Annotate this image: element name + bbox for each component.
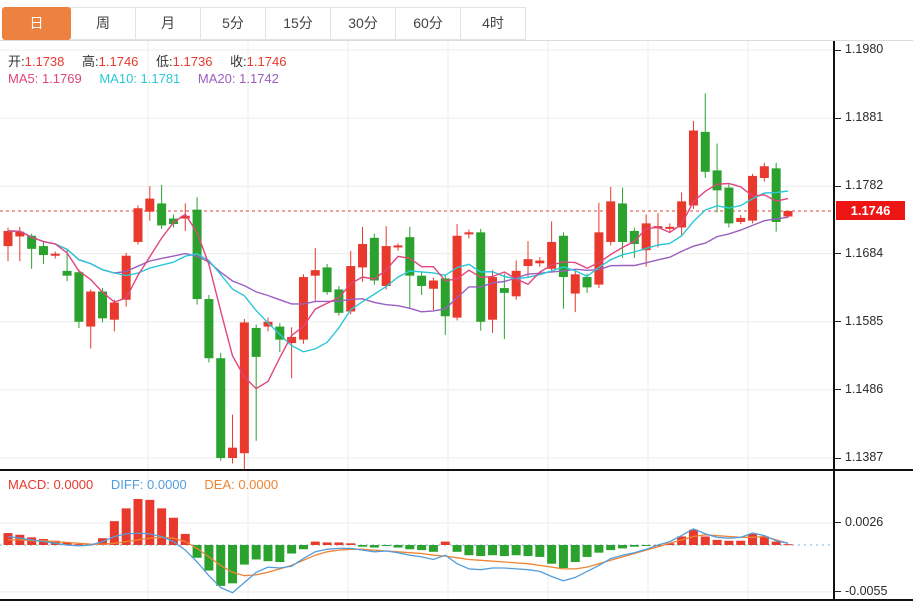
axis-label: -0.0055 <box>845 583 888 598</box>
main-price-chart[interactable] <box>0 41 834 470</box>
chart-bottom-border <box>0 599 913 601</box>
axis-label: 1.1684 <box>845 245 884 260</box>
tab-60min[interactable]: 60分 <box>395 7 461 40</box>
tab-month[interactable]: 月 <box>135 7 201 40</box>
ohlc-info-bar: 开:1.1738 高:1.1746 低:1.1736 收:1.1746 <box>8 51 300 70</box>
axis-tick <box>834 591 841 593</box>
diff-value: DIFF: 0.0000 <box>110 477 187 492</box>
last-price-badge: 1.1746 <box>836 201 905 221</box>
axis-tick <box>834 117 841 119</box>
interval-tabbar: 日 周 月 5分 15分 30分 60分 4时 <box>2 7 526 40</box>
tab-4hour[interactable]: 4时 <box>460 7 526 40</box>
axis-label: 0.0026 <box>845 514 884 529</box>
axis-label: 1.1980 <box>845 42 884 56</box>
panel-divider <box>0 469 913 471</box>
ma5-value: MA5: 1.1769 <box>8 71 82 86</box>
axis-tick <box>834 522 841 524</box>
axis-label: 1.1387 <box>845 450 884 464</box>
axis-label: 1.1486 <box>845 381 884 396</box>
tab-5min[interactable]: 5分 <box>200 7 266 40</box>
macd-info-bar: MACD: 0.0000 DIFF: 0.0000 DEA: 0.0000 <box>8 477 292 492</box>
axis-line <box>833 41 835 601</box>
axis-tick <box>834 457 841 459</box>
macd-chart[interactable] <box>0 470 834 600</box>
axis-tick <box>834 49 841 51</box>
axis-tick <box>834 185 841 187</box>
high-value: 高:1.1746 <box>82 54 139 69</box>
axis-label: 1.1782 <box>845 178 884 193</box>
close-value: 收:1.1746 <box>230 54 287 69</box>
macd-value: MACD: 0.0000 <box>8 477 94 492</box>
ma10-value: MA10: 1.1781 <box>99 71 181 86</box>
axis-label: 1.1881 <box>845 110 884 125</box>
ma20-value: MA20: 1.1742 <box>197 71 279 86</box>
tab-day[interactable]: 日 <box>2 7 71 40</box>
axis-tick <box>834 253 841 255</box>
ma-info-bar: MA5: 1.1769 MA10: 1.1781 MA20: 1.1742 <box>8 71 293 86</box>
tab-week[interactable]: 周 <box>70 7 136 40</box>
axis-tick <box>834 321 841 323</box>
low-value: 低:1.1736 <box>156 54 213 69</box>
dea-value: DEA: 0.0000 <box>204 477 279 492</box>
axis-tick <box>834 389 841 391</box>
tab-30min[interactable]: 30分 <box>330 7 396 40</box>
open-value: 开:1.1738 <box>8 54 65 69</box>
tab-15min[interactable]: 15分 <box>265 7 331 40</box>
axis-label: 1.1585 <box>845 313 884 328</box>
tabbar-divider <box>0 40 913 41</box>
